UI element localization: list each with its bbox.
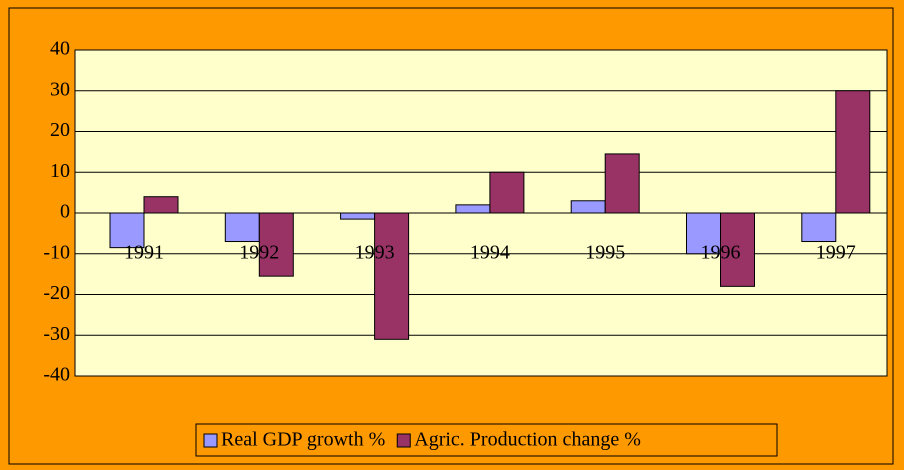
bar [801,212,837,243]
bar [570,200,606,214]
legend-label: Agric. Production change % [414,429,641,451]
y-tick-label: -30 [43,323,70,345]
x-tick-label: 1991 [124,242,164,264]
legend [195,423,778,457]
x-tick-label: 1992 [239,242,279,264]
bar [258,212,294,277]
bar [143,196,179,214]
y-tick-label: 10 [50,160,70,182]
chart-border [8,7,894,465]
bar [340,212,376,220]
bar [455,204,491,214]
y-tick-label: -40 [43,364,70,386]
bar [835,90,871,214]
y-tick-label: 20 [50,119,70,141]
legend-swatch [396,433,411,448]
bar [686,212,721,255]
x-tick-label: 1995 [585,242,625,264]
y-tick-label: -20 [43,282,70,304]
legend-label: Real GDP growth % [221,429,385,451]
y-tick-label: 0 [60,201,70,223]
y-tick-label: 40 [50,38,70,60]
x-tick-label: 1996 [701,242,741,264]
bar [489,171,525,214]
bar [109,212,145,249]
legend-swatch [203,433,218,448]
bar [604,153,640,214]
x-tick-label: 1993 [355,242,395,264]
x-tick-label: 1994 [470,242,510,264]
bar [224,212,260,243]
x-tick-label: 1997 [816,242,856,264]
bar [720,212,755,287]
y-tick-label: -10 [43,241,70,263]
bar [374,212,410,340]
y-tick-label: 30 [50,78,70,100]
